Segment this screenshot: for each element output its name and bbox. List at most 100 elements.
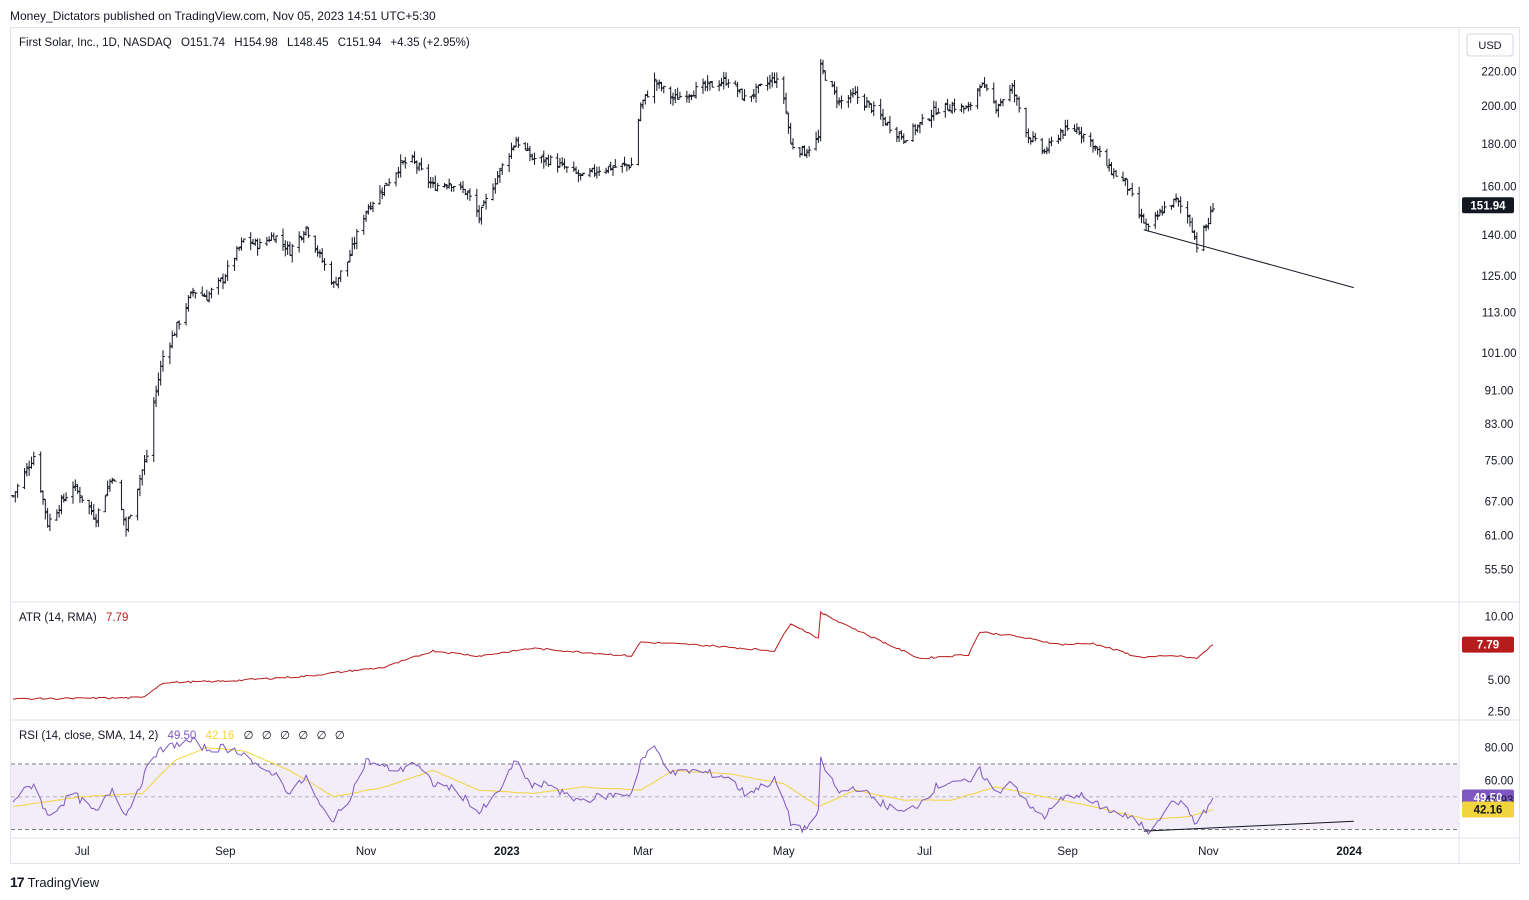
ohlc-bar (560, 157, 565, 167)
chart-svg[interactable]: 220.00 200.00 180.00 160.00 140.00 125.00 113.… (11, 28, 1519, 863)
ohlc-bar (818, 59, 823, 142)
ohlc-bar (354, 228, 359, 250)
ohlc-bar (142, 455, 147, 476)
ohlc-bar (41, 490, 45, 505)
ohlc-bar (862, 93, 867, 111)
rsi-empty-value-1: ∅ (244, 730, 254, 742)
ohlc-bar (188, 291, 193, 299)
time-axis-tick: Sep (215, 846, 235, 858)
ohlc-bar (80, 495, 85, 503)
ohlc-bar (562, 158, 567, 170)
ohlc-bar (87, 499, 92, 515)
ohlc-bar (772, 72, 777, 84)
ohlc-bar (943, 102, 948, 118)
ohlc-bar (158, 360, 163, 386)
ohlc-bar (788, 122, 793, 144)
ohlc-bar (770, 72, 775, 88)
ohlc-bar (1001, 98, 1005, 107)
open-value: O151.74 (181, 37, 226, 49)
ohlc-bar (144, 449, 149, 463)
ohlc-bar (947, 104, 952, 112)
ohlc-bar (73, 479, 78, 491)
svg-text:42.16: 42.16 (1474, 805, 1503, 817)
ohlc-bar (119, 479, 124, 511)
ohlc-bar (200, 286, 205, 296)
ohlc-bar (587, 167, 592, 178)
ohlc-bar (832, 81, 837, 95)
ohlc-bar (184, 303, 189, 326)
ohlc-bar (541, 150, 546, 169)
ohlc-bar (1097, 145, 1102, 158)
ohlc-bar (417, 162, 422, 172)
ohlc-bar (751, 88, 756, 100)
ohlc-bar (193, 291, 198, 299)
ohlc-bar (576, 169, 581, 183)
ohlc-bar (47, 513, 52, 532)
ohlc-bar (398, 154, 403, 178)
ohlc-bar (137, 474, 142, 497)
ohlc-bar (894, 126, 899, 143)
ohlc-bar (1208, 206, 1213, 225)
ohlc-bar (555, 153, 560, 173)
ohlc-bar (24, 463, 29, 477)
ohlc-bar (703, 80, 708, 92)
time-axis-tick: May (773, 846, 795, 858)
ohlc-bar (297, 231, 302, 253)
ohlc-bar (380, 187, 385, 200)
ohlc-bar (444, 183, 449, 190)
ohlc-bar (864, 96, 869, 108)
ohlc-bar (264, 236, 269, 247)
ohlc-bar (315, 245, 320, 257)
ohlc-bar (121, 509, 126, 526)
ohlc-bar (855, 86, 860, 105)
ohlc-bar (71, 481, 75, 504)
ohlc-bar (830, 80, 835, 88)
ohlc-bar (968, 102, 973, 111)
tradingview-logo-icon[interactable]: 17 (10, 874, 25, 890)
ohlc-bar (950, 101, 955, 114)
ohlc-bar (257, 238, 262, 249)
ohlc-bar (710, 80, 715, 88)
ohlc-bar (22, 468, 27, 490)
ohlc-bar (156, 372, 161, 396)
ohlc-bar (103, 495, 108, 513)
svg-text:7.79: 7.79 (1477, 640, 1499, 652)
rsi-empty-value-2: ∅ (262, 730, 272, 742)
ohlc-bar (1058, 128, 1063, 142)
ohlc-bar (91, 504, 96, 520)
rsi-divergence-trendline[interactable] (1143, 820, 1354, 832)
currency-button[interactable] (1466, 33, 1514, 57)
ohlc-bar (299, 236, 304, 241)
ohlc-bar (387, 178, 392, 186)
ohlc-bar (484, 193, 489, 210)
rsi-axis-tick: 60.00 (1485, 775, 1514, 787)
ohlc-bar (620, 163, 625, 173)
ohlc-bar (461, 180, 465, 194)
ohlc-bar (920, 113, 925, 126)
price-legend: First Solar, Inc., 1D, NASDAQ O151.74 H1… (19, 37, 470, 49)
ohlc-bar (135, 488, 140, 521)
ohlc-bar (329, 261, 334, 285)
ohlc-bar (548, 155, 553, 166)
ohlc-bar (804, 148, 809, 159)
ohlc-bar (1028, 137, 1033, 145)
ohlc-bar (154, 385, 159, 408)
ohlc-bar (477, 205, 482, 224)
ohlc-bar (285, 241, 290, 255)
price-trendline[interactable] (1143, 229, 1354, 289)
ohlc-bar (1014, 94, 1019, 106)
time-axis-tick: Nov (356, 846, 377, 858)
ohlc-bar (1111, 168, 1116, 179)
ohlc-bar (1047, 138, 1052, 154)
ohlc-bar (419, 157, 424, 171)
tradingview-brand[interactable]: TradingView (27, 874, 100, 890)
ohlc-bar (853, 86, 858, 96)
ohlc-bar (59, 495, 64, 515)
ohlc-bar (673, 88, 678, 104)
ohlc-bar (1079, 126, 1084, 144)
ohlc-bar (881, 108, 885, 127)
ohlc-bar (54, 509, 59, 521)
ohlc-bar (899, 130, 904, 140)
time-axis-tick: Sep (1057, 846, 1077, 858)
ohlc-bar (966, 101, 971, 112)
